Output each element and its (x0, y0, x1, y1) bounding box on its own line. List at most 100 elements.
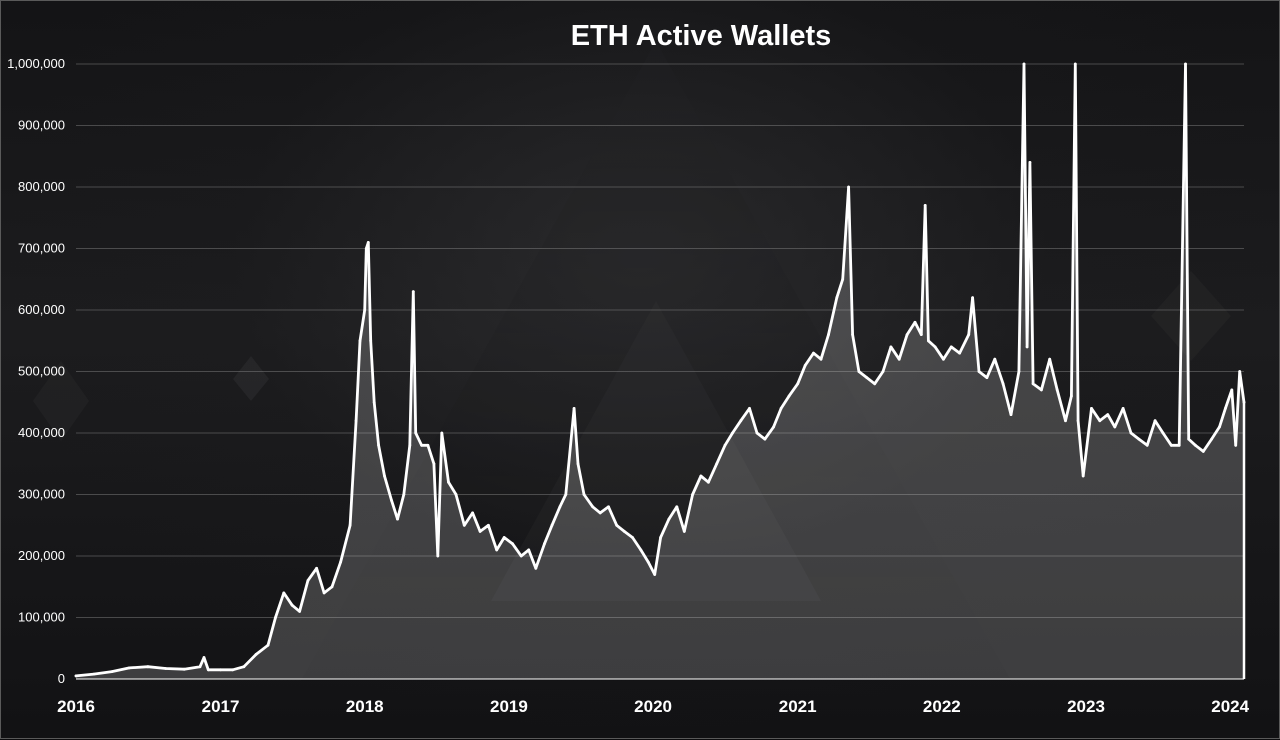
series-area (76, 64, 1244, 679)
data-point (550, 523, 554, 527)
data-point (933, 345, 937, 349)
data-point (827, 333, 830, 336)
data-point (971, 296, 974, 300)
data-point (675, 505, 679, 509)
data-point (363, 308, 367, 312)
data-point (659, 536, 662, 539)
data-point (1017, 370, 1021, 373)
y-tick-label: 200,000 (18, 548, 65, 563)
data-point (372, 400, 376, 404)
data-point (396, 517, 399, 521)
data-point (631, 536, 634, 539)
data-point (315, 566, 318, 570)
data-point (414, 431, 418, 435)
data-point (1161, 431, 1165, 435)
data-point (266, 643, 270, 647)
data-point (598, 511, 602, 515)
data-point (432, 462, 436, 466)
data-point (377, 443, 380, 447)
data-point (715, 462, 719, 466)
data-point (897, 357, 901, 361)
data-point (1098, 419, 1102, 423)
data-point (339, 560, 342, 564)
data-point (527, 548, 531, 552)
data-point (364, 247, 368, 250)
data-point (803, 364, 807, 367)
data-point (905, 333, 909, 336)
data-point (1076, 419, 1080, 423)
y-tick-label: 900,000 (18, 118, 65, 133)
data-point (1048, 357, 1052, 361)
data-point (462, 523, 466, 527)
data-point (254, 653, 258, 656)
data-point (74, 674, 78, 678)
data-point (411, 290, 415, 293)
data-point (819, 357, 823, 361)
data-point (763, 437, 767, 441)
data-point (755, 431, 759, 435)
data-point (1129, 431, 1133, 435)
data-point (1121, 407, 1125, 410)
data-point (1025, 345, 1029, 349)
data-point (622, 530, 626, 533)
data-point (787, 394, 791, 398)
data-point (1234, 443, 1238, 447)
data-point (1187, 437, 1191, 441)
data-point (667, 517, 671, 521)
data-point (1106, 413, 1110, 416)
data-point (198, 665, 202, 669)
data-point (748, 407, 751, 410)
data-point (231, 668, 235, 672)
y-tick-label: 700,000 (18, 241, 65, 256)
data-point (993, 357, 997, 361)
data-point (1201, 450, 1205, 453)
data-point (440, 431, 444, 435)
data-point (927, 339, 930, 343)
chart-title: ETH Active Wallets (571, 20, 832, 52)
data-point (923, 204, 927, 207)
data-point (206, 668, 210, 672)
data-point (691, 493, 694, 496)
data-point (731, 431, 734, 435)
data-point (873, 382, 877, 386)
data-point (436, 554, 440, 558)
data-point (1153, 419, 1157, 423)
data-point (739, 419, 743, 423)
data-point (699, 474, 703, 478)
x-tick-label: 2023 (1067, 697, 1105, 716)
data-point (558, 505, 562, 509)
data-point (1184, 62, 1187, 66)
data-point (1040, 388, 1043, 392)
data-point (1194, 443, 1197, 447)
data-point (1230, 388, 1234, 392)
y-tick-label: 400,000 (18, 425, 65, 440)
data-point (110, 670, 114, 673)
data-point (1022, 62, 1026, 66)
data-point (519, 554, 523, 558)
data-point (723, 443, 727, 447)
data-point (478, 530, 482, 533)
data-point (1055, 388, 1059, 392)
x-tick-label: 2018 (346, 697, 384, 716)
data-point (383, 474, 386, 478)
data-point (958, 351, 961, 355)
y-tick-label: 800,000 (18, 179, 65, 194)
data-point (322, 591, 326, 595)
data-point (835, 296, 839, 300)
data-point (348, 523, 352, 527)
data-point (639, 548, 643, 552)
data-point (1073, 62, 1077, 66)
data-point (408, 443, 412, 447)
data-point (330, 585, 334, 589)
data-point (1177, 443, 1181, 447)
x-tick-label: 2019 (490, 697, 528, 716)
data-point (366, 241, 370, 244)
data-point (282, 591, 286, 595)
data-point (390, 499, 393, 502)
data-point (1113, 425, 1117, 429)
data-point (1242, 400, 1246, 404)
data-point (447, 480, 450, 484)
data-point (607, 505, 610, 509)
y-tick-label: 100,000 (18, 610, 65, 625)
